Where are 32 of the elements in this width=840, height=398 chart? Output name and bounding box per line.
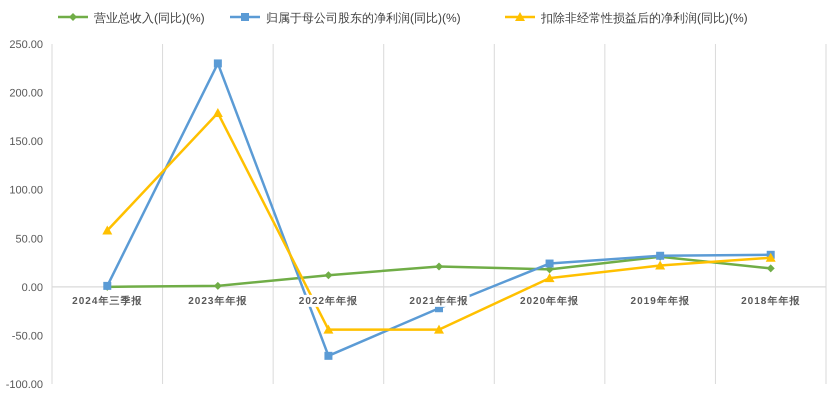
- y-tick-label: 150.00: [9, 136, 43, 148]
- point: [435, 262, 443, 270]
- y-tick-label: -100.00: [6, 379, 43, 391]
- point: [655, 260, 666, 270]
- point: [212, 108, 223, 117]
- point: [323, 324, 334, 334]
- y-tick-label: 0.00: [22, 282, 43, 294]
- point: [766, 264, 775, 272]
- y-tick-label: 250.00: [9, 39, 43, 51]
- y-tick-label: 200.00: [9, 88, 43, 100]
- point: [546, 260, 554, 268]
- x-tick-label: 2020年年报: [520, 294, 580, 307]
- x-tick-label: 2023年年报: [188, 294, 248, 307]
- x-tick-label: 2022年年报: [298, 294, 358, 307]
- y-tick-label: 50.00: [15, 233, 43, 246]
- point: [324, 352, 332, 360]
- legend-label: 扣除非经常性损益后的净利润(同比)(%): [540, 11, 748, 25]
- point: [214, 282, 222, 290]
- legend-label: 归属于母公司股东的净利润(同比)(%): [266, 11, 461, 25]
- y-tick-label: 100.00: [9, 184, 43, 197]
- x-tick-label: 2018年年报: [741, 294, 800, 307]
- x-tick-label: 2021年年报: [409, 294, 469, 307]
- point: [102, 226, 112, 235]
- point: [214, 59, 222, 68]
- legend-label: 营业总收入(同比)(%): [94, 11, 205, 25]
- point: [766, 252, 776, 262]
- x-tick-label: 2024年三季报: [72, 294, 142, 307]
- x-tick-label: 2019年年报: [630, 294, 690, 307]
- y-tick-label: -50.00: [12, 330, 43, 342]
- point: [324, 271, 332, 280]
- point: [544, 273, 555, 282]
- point: [434, 324, 444, 334]
